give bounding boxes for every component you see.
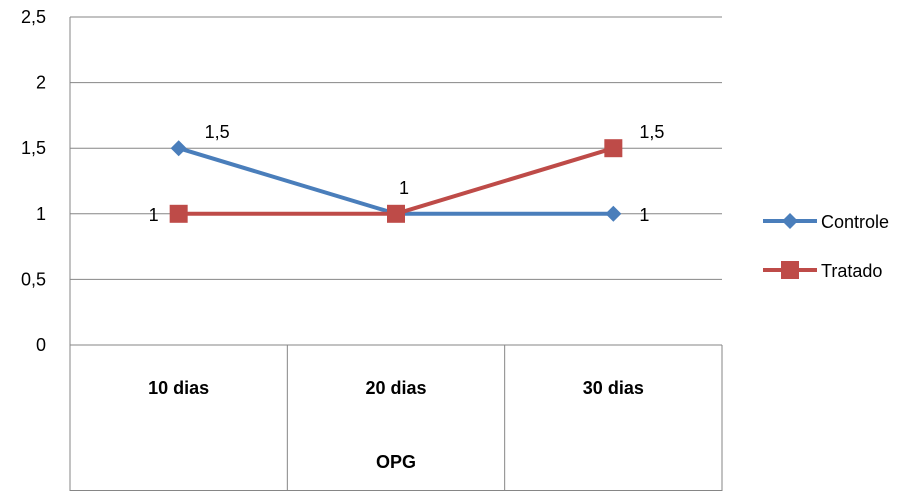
y-axis-tick-labels: 0 0,5 1 1,5 2 2,5 <box>21 7 46 355</box>
legend-label: Tratado <box>821 261 882 281</box>
data-point-diamond <box>170 140 187 157</box>
series-line <box>178 146 614 216</box>
series-group <box>169 139 623 223</box>
x-axis-group-label: OPG <box>376 452 416 472</box>
y-tick-label: 2,5 <box>21 7 46 27</box>
data-point-diamond <box>782 213 798 229</box>
x-category-label: 20 dias <box>365 378 426 398</box>
y-tick-label: 1,5 <box>21 138 46 158</box>
data-label: 1 <box>399 178 409 198</box>
data-point-square <box>604 139 623 158</box>
data-point-square <box>781 261 799 279</box>
y-tick-label: 0,5 <box>21 269 46 289</box>
data-point-square <box>169 204 188 223</box>
y-tick-label: 1 <box>36 204 46 224</box>
legend-item-controle: Controle <box>763 212 889 232</box>
data-point-square <box>387 204 405 223</box>
gridlines <box>70 16 722 346</box>
plot-frame <box>69 17 723 491</box>
x-axis-category-labels: 10 dias 20 dias 30 dias <box>148 378 644 398</box>
legend-label: Controle <box>821 212 889 232</box>
data-point-diamond <box>605 205 622 222</box>
legend: Controle Tratado <box>763 212 889 281</box>
series-line <box>178 146 614 216</box>
legend-item-tratado: Tratado <box>763 261 882 281</box>
series-tratado <box>169 139 623 223</box>
data-label: 1 <box>149 205 159 225</box>
data-label: 1,5 <box>205 122 230 142</box>
data-labels: 1,5 1 1 1 1,5 <box>149 122 665 225</box>
data-label: 1 <box>639 205 649 225</box>
y-tick-label: 2 <box>36 73 46 93</box>
data-label: 1,5 <box>639 122 664 142</box>
x-category-label: 10 dias <box>148 378 209 398</box>
y-tick-label: 0 <box>36 335 46 355</box>
x-category-label: 30 dias <box>583 378 644 398</box>
